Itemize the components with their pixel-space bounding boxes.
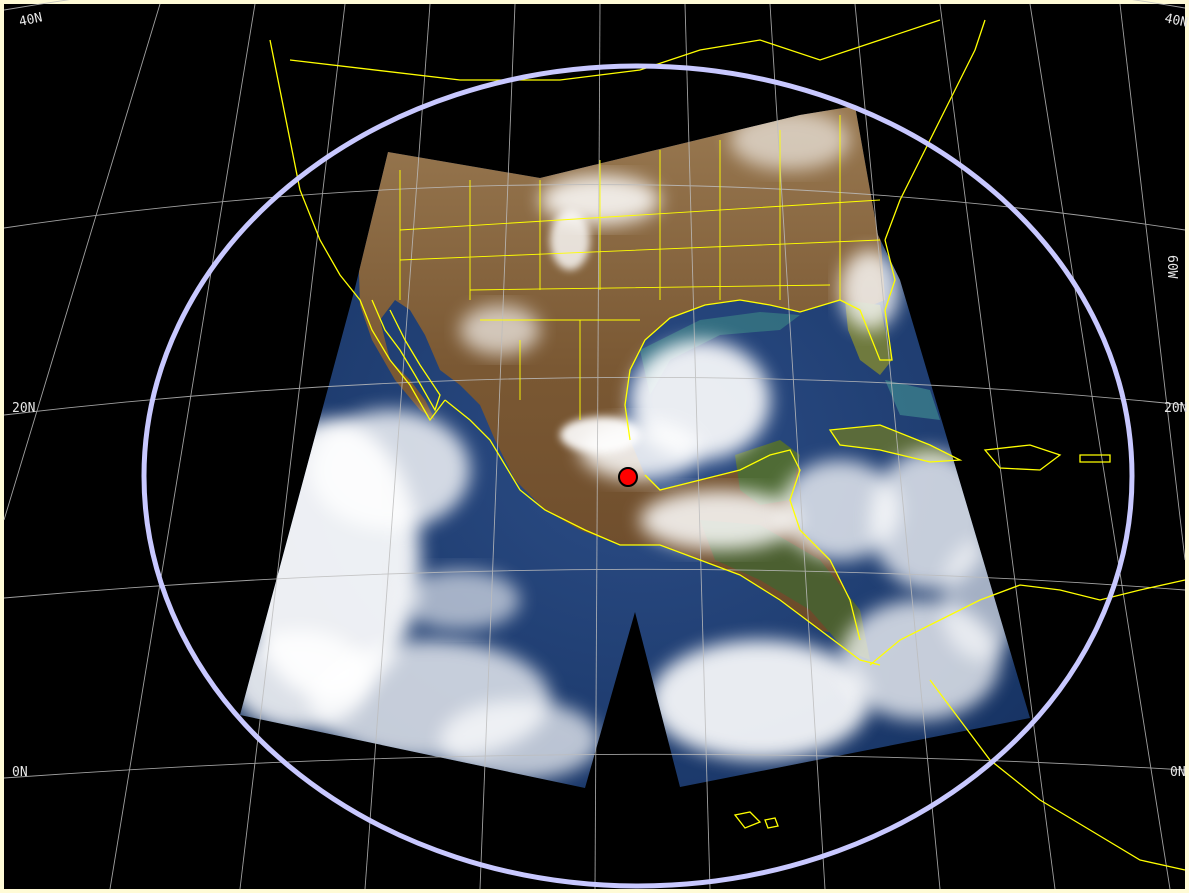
south-america-coast (869, 579, 1186, 666)
latitude-label-0n-right: 0N (1170, 765, 1186, 780)
south-america-border (929, 679, 1186, 871)
latitude-label-40n-right: 40N (1163, 11, 1189, 31)
gulf-coast (624, 239, 896, 441)
meridian-6 (594, 3, 601, 890)
us-west-coast (269, 39, 446, 422)
state-borders (399, 115, 881, 420)
graticule (3, 0, 1186, 890)
meridian-1 (3, 3, 161, 521)
central-america-land (700, 520, 870, 660)
yucatan-land (735, 440, 800, 505)
puerto-rico-coast (1079, 454, 1111, 463)
parallel-20n (3, 376, 1186, 416)
satellite-swath (240, 106, 1030, 788)
latitude-label-40n: 40N (18, 10, 44, 30)
meridian-9 (854, 3, 941, 890)
meridian-2 (109, 3, 256, 890)
latitude-label-0n-left: 0N (12, 765, 28, 780)
meridian-7 (684, 3, 711, 890)
baja-coast (371, 299, 441, 412)
meridian-12 (1119, 3, 1186, 561)
meridian-5 (479, 3, 516, 890)
canada-border (289, 19, 941, 81)
coastlines-borders (269, 19, 1186, 871)
shallow-water-bahamas (885, 380, 940, 420)
hispaniola-coast (983, 444, 1062, 471)
cuba-coast (828, 424, 963, 463)
latitude-label-20n-left: 20N (12, 401, 35, 416)
red-dot-marker-icon[interactable] (618, 467, 638, 487)
mexico-pacific-coast (444, 399, 881, 666)
cloud-cover (240, 110, 1020, 780)
parallel-0n (3, 753, 1186, 779)
yucatan-coast (644, 449, 861, 641)
galapagos (733, 811, 779, 829)
shallow-water-gulf (640, 312, 800, 395)
meridian-3 (239, 3, 346, 890)
us-east-coast (884, 19, 986, 241)
coverage-range-ellipse (141, 63, 1135, 889)
meridian-4 (364, 3, 431, 890)
longitude-label-60w: 60W (1164, 255, 1179, 279)
meridian-11 (1029, 3, 1171, 890)
meridian-8 (769, 3, 826, 890)
latitude-label-20n-right: 20N (1164, 401, 1187, 416)
meridian-10 (939, 3, 1056, 890)
